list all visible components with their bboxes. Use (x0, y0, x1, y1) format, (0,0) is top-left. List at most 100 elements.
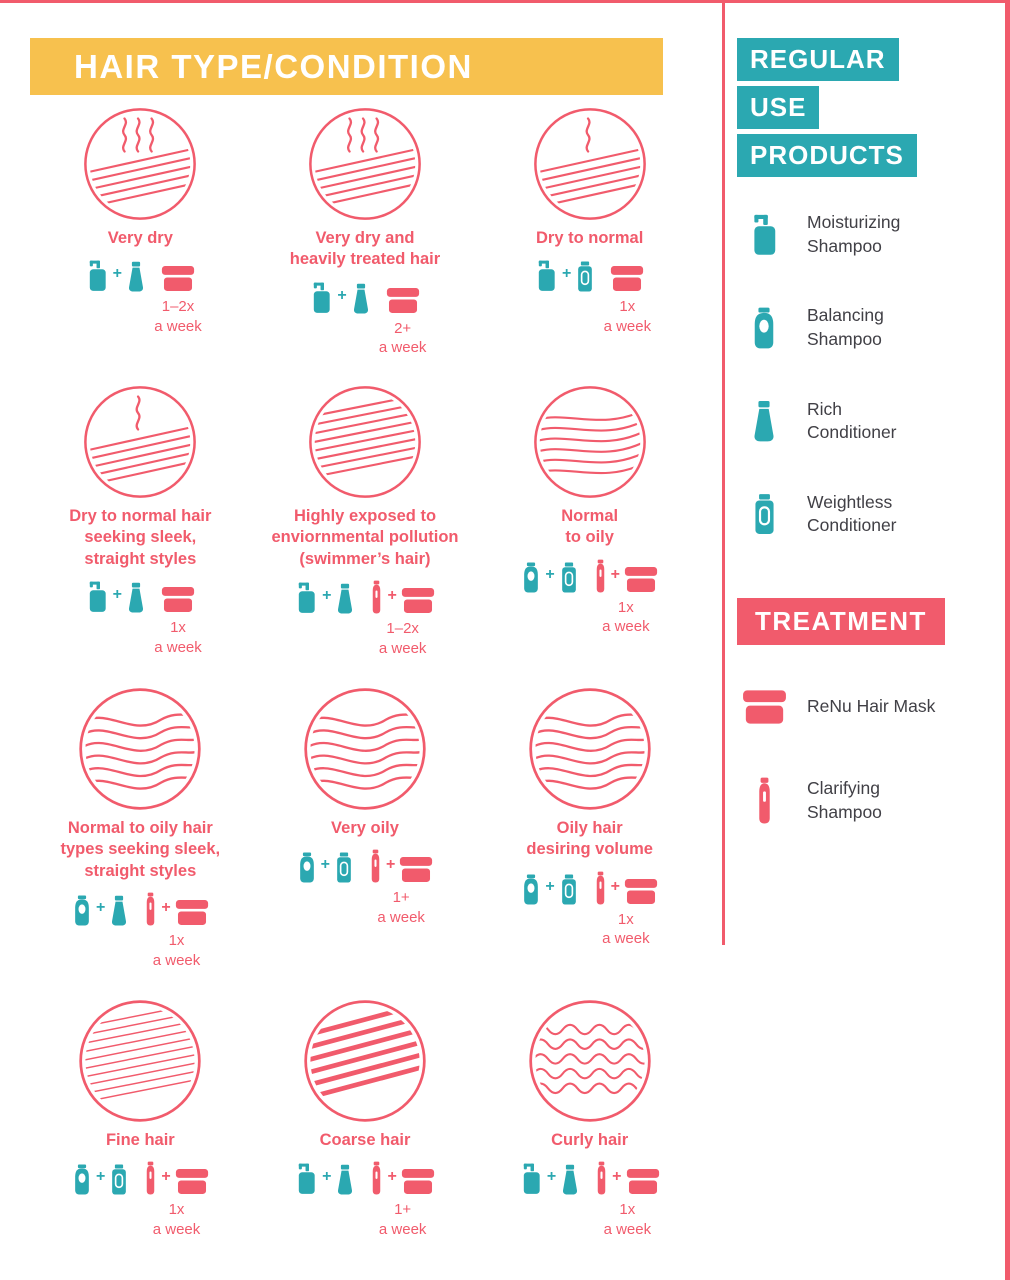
frequency-label: 1x a week (152, 932, 201, 969)
product-group: + (593, 559, 659, 593)
legend-item: Moisturizing Shampoo (737, 211, 999, 258)
hair-type-cell: Highly exposed to enviornmental pollution… (253, 384, 478, 686)
legend-item: Balancing Shampoo (737, 304, 999, 351)
product-combo: + +1x a week (520, 871, 659, 947)
product-combo: + +1–2x a week (294, 580, 436, 657)
hair-type-cell: Very dry +1–2x a week (28, 106, 253, 384)
product-group: + (294, 1162, 356, 1195)
hair-type-label: Very dry and heavily treated hair (289, 229, 441, 269)
banner-word: USE (737, 86, 820, 129)
product-group: + (593, 871, 659, 905)
moisturizing-shampoo-icon (534, 259, 559, 292)
product-group: + (71, 895, 130, 926)
sidebar: REGULAR USE PRODUCTS Moisturizing Shampoo Ba… (737, 38, 999, 824)
hair-type-cell: Curly hair + +1x a week (477, 998, 702, 1238)
frequency-label: 1x a week (603, 1201, 652, 1238)
balancing-shampoo-icon (520, 562, 542, 593)
balancing-shampoo-icon (296, 852, 318, 883)
frequency-label: 1x a week (154, 619, 202, 656)
rich-conditioner-icon (125, 582, 147, 613)
frequency-label: 1x a week (603, 298, 652, 335)
product-group: + (85, 580, 147, 613)
banner-word: PRODUCTS (737, 134, 917, 177)
clarifying-shampoo-icon (754, 777, 775, 824)
weightless-conditioner-icon (750, 493, 779, 535)
hair-type-label: Very oily (331, 819, 399, 837)
balancing-shampoo-icon (71, 1164, 93, 1195)
legend-label: Rich Conditioner (807, 398, 897, 443)
hair-mask-icon (400, 1168, 436, 1195)
product-combo: +1x a week (534, 259, 651, 335)
frequency-label: 1+ a week (378, 1201, 427, 1238)
legend-label: Clarifying Shampoo (807, 778, 882, 822)
plus-sign: + (385, 856, 396, 874)
hair-mask-icon (623, 566, 659, 593)
hair-texture-illustration (533, 108, 646, 220)
legend-icon-box (737, 213, 791, 256)
hair-texture-illustration (533, 386, 646, 498)
clarifying-shampoo-icon (593, 871, 608, 905)
balancing-shampoo-icon (749, 307, 779, 349)
hair-mask-icon (398, 856, 434, 883)
hair-type-cell: Coarse hair + +1+ a week (253, 998, 478, 1238)
plus-sign: + (320, 856, 330, 874)
product-group: + (519, 1162, 581, 1195)
hair-mask-icon (385, 287, 421, 314)
frequency-label: 1x a week (152, 1201, 201, 1238)
plus-sign: + (387, 587, 397, 605)
hair-type-label: Coarse hair (319, 1131, 411, 1149)
legend-icon-box (737, 307, 791, 349)
regular-products-list: Moisturizing Shampoo Balancing Shampoo Rich C… (737, 211, 999, 538)
hair-mask-icon (160, 265, 196, 292)
treatment-group-with-frequency: 1x a week (154, 586, 202, 656)
product-group: + (369, 1161, 435, 1195)
hair-texture-illustration (528, 1000, 651, 1122)
product-combo: + +1x a week (519, 1161, 661, 1238)
treatment-group-with-frequency: +1x a week (594, 1161, 660, 1238)
treatment-group-with-frequency: +1–2x a week (369, 580, 435, 657)
rich-conditioner-icon (559, 1164, 581, 1195)
legend-icon-box (737, 400, 791, 442)
hair-texture-illustration (304, 1000, 426, 1122)
treatment-group-with-frequency: +1x a week (593, 559, 659, 635)
hair-type-label: Dry to normal (536, 229, 644, 247)
top-border-line (0, 0, 1010, 3)
plus-sign: + (337, 286, 347, 304)
product-group: + (594, 1161, 660, 1195)
weightless-conditioner-icon (108, 1164, 130, 1195)
balancing-shampoo-icon (71, 895, 93, 926)
product-group: + (143, 892, 209, 926)
hair-type-cell: Fine hair + +1x a week (28, 998, 253, 1238)
weightless-conditioner-icon (333, 852, 355, 883)
product-combo: + +1+ a week (294, 1161, 436, 1238)
legend-icon-box (737, 777, 791, 824)
plus-sign: + (387, 1168, 397, 1186)
frequency-label: 1x a week (602, 910, 650, 948)
moisturizing-shampoo-icon (519, 1162, 544, 1195)
hair-type-label: Oily hair desiring volume (526, 819, 653, 859)
plus-sign: + (161, 899, 171, 917)
hair-type-label: Normal to oily (561, 507, 619, 547)
frequency-label: 1x a week (602, 598, 650, 636)
product-group: + (294, 581, 356, 614)
hair-type-label: Very dry (107, 229, 173, 247)
hair-type-label: Fine hair (105, 1131, 175, 1149)
product-group: + (296, 852, 355, 883)
product-group: + (368, 849, 434, 883)
hair-type-cell: Dry to normal hair seeking sleek, straight… (28, 384, 253, 686)
treatment-group-with-frequency: +1x a week (143, 892, 209, 969)
plus-sign: + (322, 587, 332, 605)
treatment-group-with-frequency: +1+ a week (369, 1161, 435, 1238)
legend-label: Moisturizing Shampoo (807, 212, 901, 256)
product-combo: +2+ a week (309, 281, 426, 356)
frequency-label: 1+ a week (377, 889, 425, 926)
product-combo: +1x a week (85, 580, 202, 656)
plus-sign: + (545, 565, 555, 583)
rich-conditioner-icon (108, 895, 130, 926)
right-border-line (1005, 0, 1010, 1280)
rich-conditioner-icon (334, 583, 356, 614)
hair-type-label: Dry to normal hair seeking sleek, straight… (69, 507, 212, 568)
product-group (160, 265, 196, 292)
plus-sign: + (95, 899, 106, 917)
plus-sign: + (561, 265, 572, 283)
